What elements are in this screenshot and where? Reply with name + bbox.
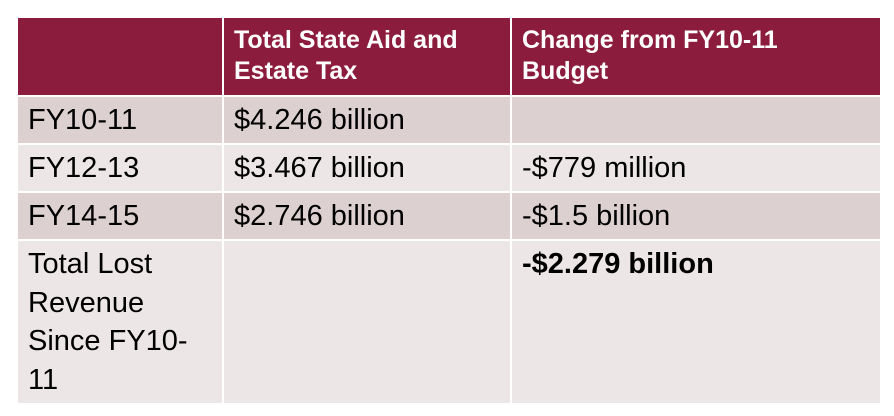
state-aid-table: Total State Aid and Estate Tax Change fr… xyxy=(16,16,882,405)
table-row: FY12-13 $3.467 billion -$779 million xyxy=(16,143,882,193)
table-row: FY14-15 $2.746 billion -$1.5 billion xyxy=(16,191,882,241)
total-row: Total Lost Revenue Since FY10-11 -$2.279… xyxy=(16,239,882,405)
table-row: FY10-11 $4.246 billion xyxy=(16,95,882,145)
total-lost-revenue-label: Total Lost Revenue Since FY10-11 xyxy=(16,239,224,405)
period-cell: FY14-15 xyxy=(16,191,224,241)
header-change: Change from FY10-11 Budget xyxy=(510,16,882,97)
total-cell: $4.246 billion xyxy=(222,95,512,145)
total-cell: $2.746 billion xyxy=(222,191,512,241)
total-lost-revenue-value: -$2.279 billion xyxy=(510,239,882,405)
change-cell: -$779 million xyxy=(510,143,882,193)
header-period xyxy=(16,16,224,97)
total-row-total-cell xyxy=(222,239,512,405)
period-cell: FY12-13 xyxy=(16,143,224,193)
header-total-state-aid: Total State Aid and Estate Tax xyxy=(222,16,512,97)
total-cell: $3.467 billion xyxy=(222,143,512,193)
header-row: Total State Aid and Estate Tax Change fr… xyxy=(16,16,882,97)
period-cell: FY10-11 xyxy=(16,95,224,145)
change-cell: -$1.5 billion xyxy=(510,191,882,241)
change-cell xyxy=(510,95,882,145)
